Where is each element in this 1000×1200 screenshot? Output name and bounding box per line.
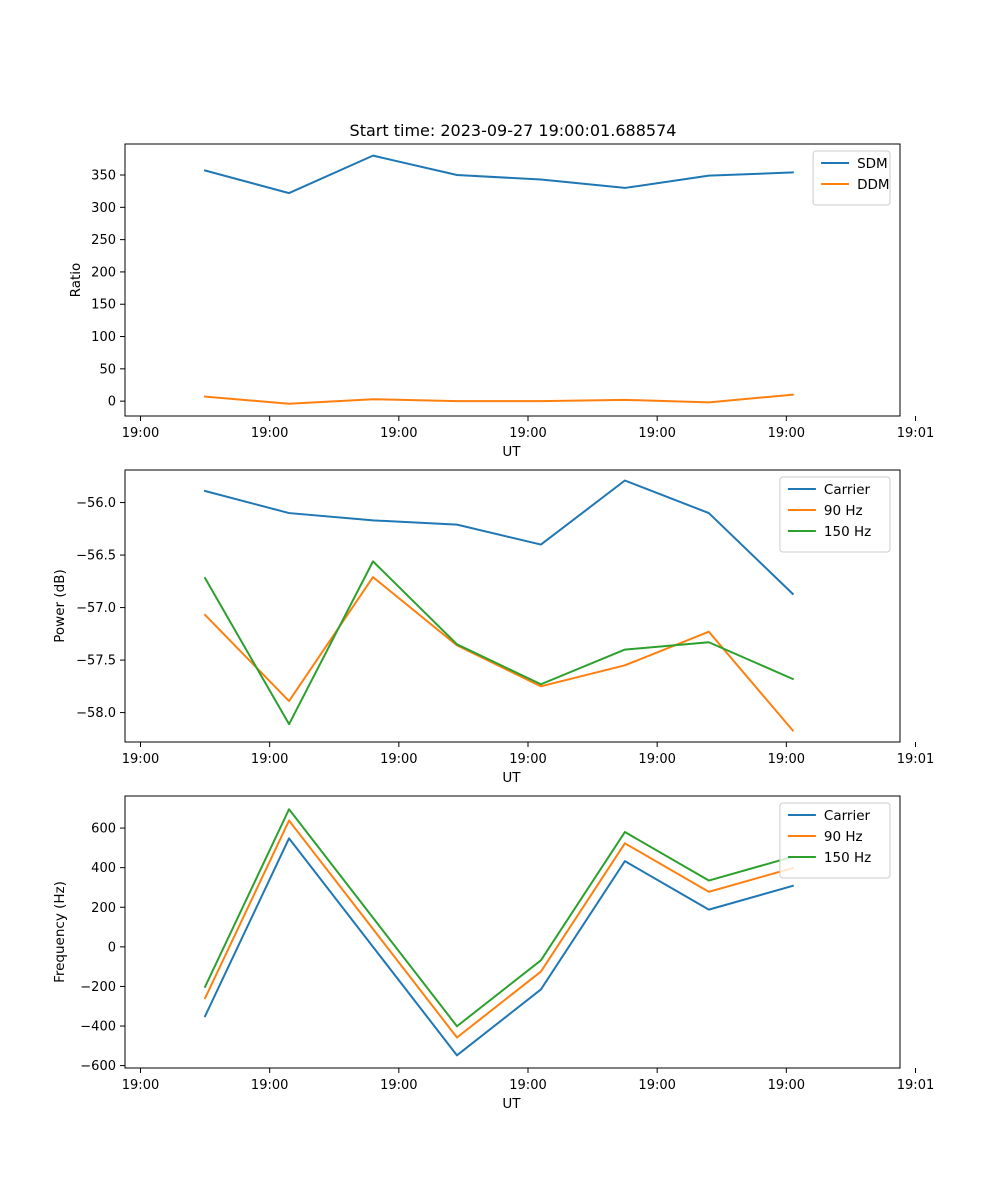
frequency-legend-label: 90 Hz	[824, 829, 863, 845]
frequency-y-tick-label: −200	[80, 980, 116, 995]
frequency-x-tick-label: 19:00	[251, 1078, 288, 1093]
frequency-legend-label: Carrier	[824, 808, 871, 824]
ratio-x-tick-label: 19:00	[122, 426, 159, 441]
power-x-tick-label: 19:01	[897, 752, 934, 767]
power-x-tick-label: 19:00	[251, 752, 288, 767]
frequency-x-tick-label: 19:00	[768, 1078, 805, 1093]
power-series-carrier	[203, 479, 795, 596]
ratio-x-tick-label: 19:00	[768, 426, 805, 441]
frequency-x-axis-label: UT	[502, 1096, 521, 1112]
power-series-90-hz	[203, 576, 795, 732]
ratio-series-sdm	[203, 154, 794, 195]
frequency-y-tick-label: 200	[91, 901, 116, 916]
frequency-y-tick-label: 0	[108, 940, 116, 955]
power-legend-label: 150 Hz	[824, 524, 871, 540]
power-x-axis-label: UT	[502, 770, 521, 786]
frequency-x-tick-label: 19:00	[638, 1078, 675, 1093]
ratio-y-tick-label: 150	[91, 298, 116, 313]
ratio-y-axis-label: Ratio	[68, 263, 84, 298]
power-y-axis-label: Power (dB)	[52, 569, 68, 642]
ratio-y-tick-label: 100	[91, 330, 116, 345]
ratio-x-tick-label: 19:00	[509, 426, 546, 441]
ratio-x-tick-label: 19:01	[897, 426, 934, 441]
ratio-legend: SDM DDM	[812, 150, 891, 206]
power-legend-box	[779, 476, 891, 553]
frequency-series-90-hz	[203, 819, 795, 1039]
ratio-x-tick-label: 19:00	[380, 426, 417, 441]
frequency-series-carrier	[203, 837, 795, 1057]
power-y-tick-label: −57.5	[76, 654, 116, 669]
frequency-axes-frame	[124, 795, 901, 1069]
ratio-y-tick-label: 0	[108, 395, 116, 410]
power-x-tick-label: 19:00	[380, 752, 417, 767]
chart-frequency: 19:00 19:00 19:00 19:00 19:00 19:00 19:01 −600 −…	[52, 795, 934, 1112]
power-x-tick-label: 19:00	[509, 752, 546, 767]
power-axes-frame	[124, 469, 901, 743]
chart-ratio: 19:00 19:00 19:00 19:00 19:00 19:00 19:01 0 50 10…	[68, 143, 934, 460]
power-legend: Carrier 90 Hz 150 Hz	[779, 476, 891, 553]
ratio-legend-box	[812, 150, 891, 206]
power-y-tick-label: −56.0	[76, 496, 116, 511]
power-x-tick-label: 19:00	[122, 752, 159, 767]
frequency-legend: Carrier 90 Hz 150 Hz	[779, 802, 891, 879]
frequency-legend-box	[779, 802, 891, 879]
frequency-series-150-hz	[203, 808, 795, 1028]
ratio-y-tick-label: 250	[91, 233, 116, 248]
frequency-legend-label: 150 Hz	[824, 850, 871, 866]
power-series-150-hz	[203, 560, 795, 726]
ratio-series-ddm	[203, 393, 794, 405]
frequency-y-axis-label: Frequency (Hz)	[52, 881, 68, 983]
frequency-y-tick-label: −600	[80, 1059, 116, 1074]
frequency-x-tick-label: 19:00	[380, 1078, 417, 1093]
ratio-axes-frame	[124, 143, 901, 417]
power-legend-label: 90 Hz	[824, 503, 863, 519]
ratio-x-tick-label: 19:00	[638, 426, 675, 441]
frequency-y-tick-label: 400	[91, 861, 116, 876]
power-y-tick-label: −56.5	[76, 549, 116, 564]
ratio-x-tick-label: 19:00	[251, 426, 288, 441]
frequency-x-tick-label: 19:01	[897, 1078, 934, 1093]
frequency-y-tick-label: −400	[80, 1020, 116, 1035]
power-x-tick-label: 19:00	[638, 752, 675, 767]
frequency-x-tick-label: 19:00	[509, 1078, 546, 1093]
ratio-y-tick-label: 350	[91, 169, 116, 184]
power-y-tick-label: −58.0	[76, 706, 116, 721]
chart-title: Start time: 2023-09-27 19:00:01.688574	[350, 121, 677, 140]
ratio-y-tick-label: 50	[99, 362, 116, 377]
power-legend-label: Carrier	[824, 482, 871, 498]
ratio-x-axis-label: UT	[502, 444, 521, 460]
ratio-y-tick-label: 300	[91, 201, 116, 216]
frequency-y-tick-label: 600	[91, 822, 116, 837]
ratio-legend-label: SDM	[857, 156, 888, 172]
ratio-legend-label: DDM	[857, 177, 889, 193]
power-y-tick-label: −57.0	[76, 601, 116, 616]
power-x-tick-label: 19:00	[768, 752, 805, 767]
frequency-x-tick-label: 19:00	[122, 1078, 159, 1093]
ratio-y-tick-label: 200	[91, 265, 116, 280]
chart-power: 19:00 19:00 19:00 19:00 19:00 19:00 19:01 −58.0…	[52, 469, 934, 786]
